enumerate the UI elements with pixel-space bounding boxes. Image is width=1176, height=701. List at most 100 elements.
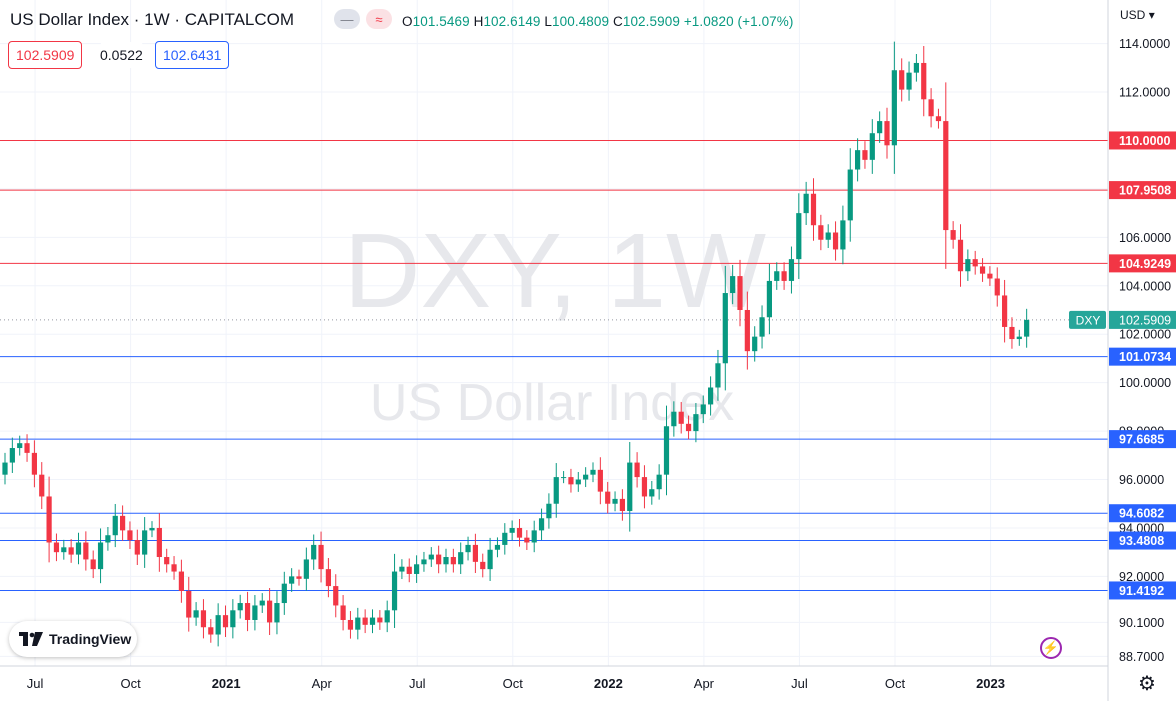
y-tick-label: 90.1000 (1119, 616, 1164, 630)
candle-body (979, 266, 986, 274)
candle-body (796, 213, 802, 260)
candle (333, 574, 339, 618)
candle-body (891, 70, 897, 146)
candle (24, 434, 30, 462)
candle (774, 262, 780, 290)
candle-body (215, 615, 221, 635)
candle-body (928, 99, 934, 117)
candle (1016, 329, 1022, 346)
level-label: 101.0734 (1119, 350, 1171, 364)
candle (921, 46, 927, 117)
open-value: 101.5469 (412, 14, 470, 29)
candle-body (75, 542, 82, 555)
candle-body (267, 600, 273, 623)
candle (296, 569, 302, 586)
candle-body (259, 600, 265, 606)
candle (90, 550, 96, 579)
high-value: 102.6149 (483, 14, 541, 29)
candle (480, 553, 486, 578)
candle (369, 609, 376, 634)
candle-body (590, 469, 596, 475)
candle-body (450, 557, 456, 565)
candle-body (149, 527, 155, 531)
currency-selector[interactable]: USD ▾ (1120, 8, 1155, 22)
candle (759, 305, 765, 349)
minus-icon[interactable]: — (334, 9, 360, 29)
x-tick-label: Jul (409, 676, 426, 691)
lightning-icon[interactable]: ⚡ (1040, 637, 1062, 659)
candle-body (605, 491, 611, 504)
candle-body (884, 121, 890, 146)
tradingview-logo[interactable]: TradingView (9, 621, 137, 657)
candle-body (840, 220, 846, 250)
spread-value: 0.0522 (100, 42, 143, 68)
candle-body (134, 540, 140, 555)
candle (156, 513, 162, 572)
candle (708, 376, 714, 416)
candle (421, 551, 427, 572)
candle-body (568, 477, 574, 485)
candle (222, 605, 229, 637)
open-label: O (402, 14, 413, 29)
candle-body (362, 617, 368, 625)
candle-body (200, 610, 207, 628)
candle-body (612, 498, 618, 504)
candle (311, 534, 317, 570)
y-tick-label: 112.0000 (1119, 86, 1170, 100)
candle (928, 88, 934, 128)
candle-body (847, 169, 853, 221)
candle (414, 555, 420, 583)
candle-body (487, 549, 493, 570)
candle-body (649, 489, 655, 497)
candle (810, 178, 817, 241)
candle-body (678, 411, 684, 424)
last-price-label: 102.5909 (1119, 313, 1171, 327)
candle-body (384, 610, 390, 623)
candle-body (619, 498, 625, 512)
candle-body (318, 544, 324, 570)
candle (399, 559, 405, 580)
sell-price-box[interactable]: 102.5909 (8, 41, 83, 69)
level-label-bg (1109, 254, 1176, 273)
candle-body (708, 387, 714, 405)
candle-body (502, 532, 508, 545)
chevron-down-icon: ▾ (1148, 8, 1155, 22)
candle-body (663, 426, 670, 475)
buy-price-box[interactable]: 102.6431 (155, 41, 230, 69)
y-tick-label: 102.0000 (1119, 328, 1171, 342)
candle (494, 537, 501, 558)
candle-body (230, 610, 236, 628)
candle (61, 539, 67, 560)
candle (259, 593, 265, 613)
gear-icon[interactable]: ⚙ (1138, 673, 1156, 695)
candle (83, 531, 89, 571)
chart-title[interactable]: US Dollar Index · 1W · CAPITALCOM (10, 10, 295, 29)
candle-body (97, 542, 104, 570)
candle (164, 548, 170, 573)
candle-body (68, 547, 74, 555)
time-axis[interactable]: Jul Oct 2021 Apr Jul Oct 2022 Apr Jul Oct 2023 (27, 676, 1005, 691)
candle (803, 181, 809, 225)
candle-body (24, 443, 30, 453)
header-icons: — ≈ (334, 9, 392, 29)
candle (318, 531, 324, 583)
candle-body (61, 547, 67, 553)
candle-body (906, 72, 912, 90)
close-value: 102.5909 (622, 14, 680, 29)
candle-body (862, 150, 868, 160)
candle-body (399, 566, 405, 572)
level-label-bg (1109, 181, 1176, 200)
x-tick-label: Apr (312, 676, 333, 691)
candle (766, 263, 772, 335)
candle-body (722, 293, 728, 364)
candle-body (494, 544, 501, 550)
candle (590, 462, 596, 483)
candle-body (788, 259, 795, 281)
candle-body (156, 527, 162, 558)
candle-body (810, 193, 817, 226)
candle (252, 595, 258, 631)
candle-body (597, 469, 603, 492)
high-label: H (473, 14, 484, 29)
wave-icon[interactable]: ≈ (366, 9, 392, 29)
